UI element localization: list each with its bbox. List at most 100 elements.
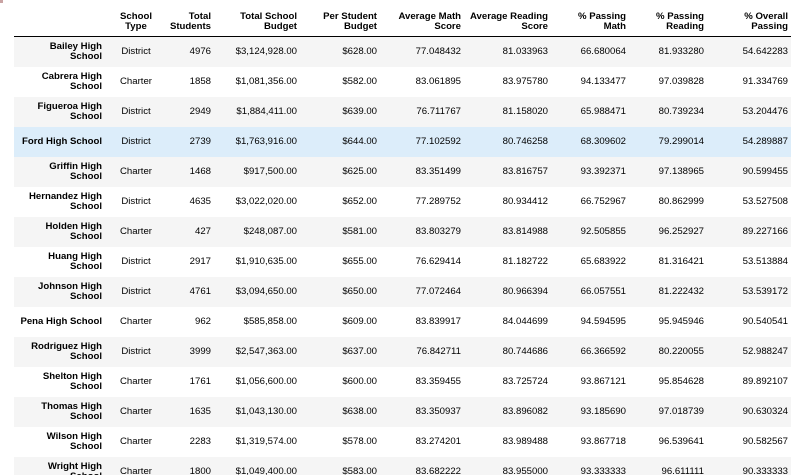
table-row[interactable]: Huang High School District 2917 $1,910,635.… — [14, 246, 791, 277]
cell-overall-passing: 53.527508 — [742, 195, 788, 207]
cell-overall-passing: 90.582567 — [742, 435, 788, 447]
table-row[interactable]: Ford High School District 2739 $1,763,916.0… — [14, 126, 791, 157]
cell-avg-reading: 83.989488 — [502, 435, 548, 447]
col-header-school-type: School Type — [106, 8, 166, 37]
cell-total-students: 2917 — [189, 255, 211, 267]
cell-avg-reading: 83.814988 — [502, 225, 548, 237]
cell-overall-passing: 90.540541 — [742, 315, 788, 327]
row-index-school-name: Griffin High School — [49, 160, 102, 182]
cell-pass-math: 94.133477 — [580, 75, 626, 87]
table-row[interactable]: Hernandez High School District 4635 $3,022,… — [14, 186, 791, 217]
cell-school-type: Charter — [120, 435, 152, 447]
table-row[interactable]: Pena High School Charter 962 $585,858.00 $60… — [14, 306, 791, 337]
cell-pass-reading: 96.539641 — [658, 435, 704, 447]
table-row[interactable]: Figueroa High School District 2949 $1,884,4… — [14, 96, 791, 127]
cell-avg-math: 77.072464 — [415, 285, 461, 297]
cell-pass-reading: 95.854628 — [658, 375, 704, 387]
cell-pass-reading: 80.739234 — [658, 105, 704, 117]
cell-overall-passing: 90.599455 — [742, 165, 788, 177]
cell-overall-passing: 52.988247 — [742, 345, 788, 357]
cell-school-type: Charter — [120, 315, 152, 327]
row-index-school-name: Cabrera High School — [41, 70, 102, 92]
cell-school-type: Charter — [120, 165, 152, 177]
table-row[interactable]: Griffin High School Charter 1468 $917,500.0… — [14, 156, 791, 187]
cell-avg-reading: 80.744686 — [502, 345, 548, 357]
row-index-school-name: Huang High School — [48, 250, 102, 272]
table-row[interactable]: Rodriguez High School District 3999 $2,547,… — [14, 336, 791, 367]
col-header-pass-math: % Passing Math — [551, 8, 629, 37]
cell-avg-math: 77.048432 — [415, 45, 461, 57]
cell-school-type: Charter — [120, 375, 152, 387]
cell-avg-math: 83.061895 — [415, 75, 461, 87]
cell-pass-reading: 97.138965 — [658, 165, 704, 177]
cell-pass-math: 92.505855 — [580, 225, 626, 237]
cell-per-student-budget: $609.00 — [342, 315, 377, 327]
table-row[interactable]: Cabrera High School Charter 1858 $1,081,356… — [14, 66, 791, 97]
cell-pass-reading: 95.945946 — [658, 315, 704, 327]
cell-total-students: 2949 — [189, 105, 211, 117]
cell-avg-math: 77.102592 — [415, 135, 461, 147]
cell-total-students: 1761 — [189, 375, 211, 387]
cell-pass-math: 93.185690 — [580, 405, 626, 417]
cell-school-type: District — [121, 285, 151, 297]
cell-overall-passing: 89.227166 — [742, 225, 788, 237]
output-collapse-marker[interactable] — [0, 0, 3, 3]
cell-avg-math: 76.842711 — [416, 345, 461, 357]
cell-avg-math: 83.359455 — [415, 375, 461, 387]
col-header-avg-math: Average Math Score — [380, 8, 464, 37]
table-row[interactable]: Bailey High School District 4976 $3,124,928… — [14, 36, 791, 67]
row-index-school-name: Pena High School — [20, 315, 102, 327]
cell-pass-reading: 81.222432 — [658, 285, 704, 297]
cell-per-student-budget: $600.00 — [342, 375, 377, 387]
row-index-school-name: Johnson High School — [38, 280, 102, 302]
cell-total-budget: $1,081,356.00 — [235, 75, 297, 87]
cell-total-students: 4761 — [189, 285, 211, 297]
cell-avg-reading: 83.975780 — [502, 75, 548, 87]
cell-total-students: 427 — [194, 225, 211, 237]
table-row[interactable]: Shelton High School Charter 1761 $1,056,600… — [14, 366, 791, 397]
cell-pass-reading: 97.018739 — [658, 405, 704, 417]
cell-total-budget: $248,087.00 — [243, 225, 297, 237]
table-row[interactable]: Wright High School Charter 1800 $1,049,400.… — [14, 456, 791, 475]
cell-per-student-budget: $639.00 — [342, 105, 377, 117]
row-index-school-name: Holden High School — [45, 220, 103, 242]
cell-avg-reading: 83.896082 — [502, 405, 548, 417]
table-row[interactable]: Thomas High School Charter 1635 $1,043,130.… — [14, 396, 791, 427]
cell-total-budget: $1,049,400.00 — [235, 465, 297, 475]
row-index-school-name: Wilson High School — [46, 430, 102, 452]
cell-avg-reading: 83.955000 — [502, 465, 548, 475]
table-body: Bailey High School District 4976 $3,124,928… — [14, 36, 791, 475]
cell-pass-reading: 97.039828 — [658, 75, 704, 87]
table-row[interactable]: Holden High School Charter 427 $248,087.00 $… — [14, 216, 791, 247]
cell-total-budget: $2,547,363.00 — [235, 345, 297, 357]
cell-pass-math: 66.366592 — [580, 345, 626, 357]
cell-pass-math: 93.867121 — [580, 375, 626, 387]
table-row[interactable]: Wilson High School Charter 2283 $1,319,574.… — [14, 426, 791, 457]
cell-per-student-budget: $638.00 — [342, 405, 377, 417]
cell-avg-math: 83.803279 — [415, 225, 461, 237]
cell-pass-math: 68.309602 — [580, 135, 626, 147]
cell-pass-math: 93.392371 — [580, 165, 626, 177]
cell-pass-reading: 96.252927 — [658, 225, 704, 237]
cell-pass-math: 66.057551 — [580, 285, 626, 297]
cell-pass-math: 66.752967 — [580, 195, 626, 207]
cell-per-student-budget: $578.00 — [342, 435, 377, 447]
cell-school-type: District — [121, 105, 151, 117]
cell-per-student-budget: $652.00 — [342, 195, 377, 207]
row-index-school-name: Rodriguez High School — [31, 340, 102, 362]
cell-total-budget: $1,910,635.00 — [235, 255, 297, 267]
cell-overall-passing: 90.333333 — [742, 465, 788, 475]
cell-total-students: 1635 — [189, 405, 211, 417]
cell-per-student-budget: $581.00 — [342, 225, 377, 237]
cell-overall-passing: 53.539172 — [742, 285, 788, 297]
cell-avg-reading: 80.966394 — [502, 285, 548, 297]
cell-avg-math: 83.839917 — [415, 315, 461, 327]
row-index-school-name: Shelton High School — [42, 370, 102, 392]
cell-per-student-budget: $644.00 — [342, 135, 377, 147]
cell-school-type: District — [121, 195, 151, 207]
cell-total-students: 2739 — [189, 135, 211, 147]
cell-school-type: Charter — [120, 405, 152, 417]
table-row[interactable]: Johnson High School District 4761 $3,094,65… — [14, 276, 791, 307]
cell-avg-math: 76.629414 — [415, 255, 461, 267]
cell-avg-math: 76.711767 — [416, 105, 461, 117]
